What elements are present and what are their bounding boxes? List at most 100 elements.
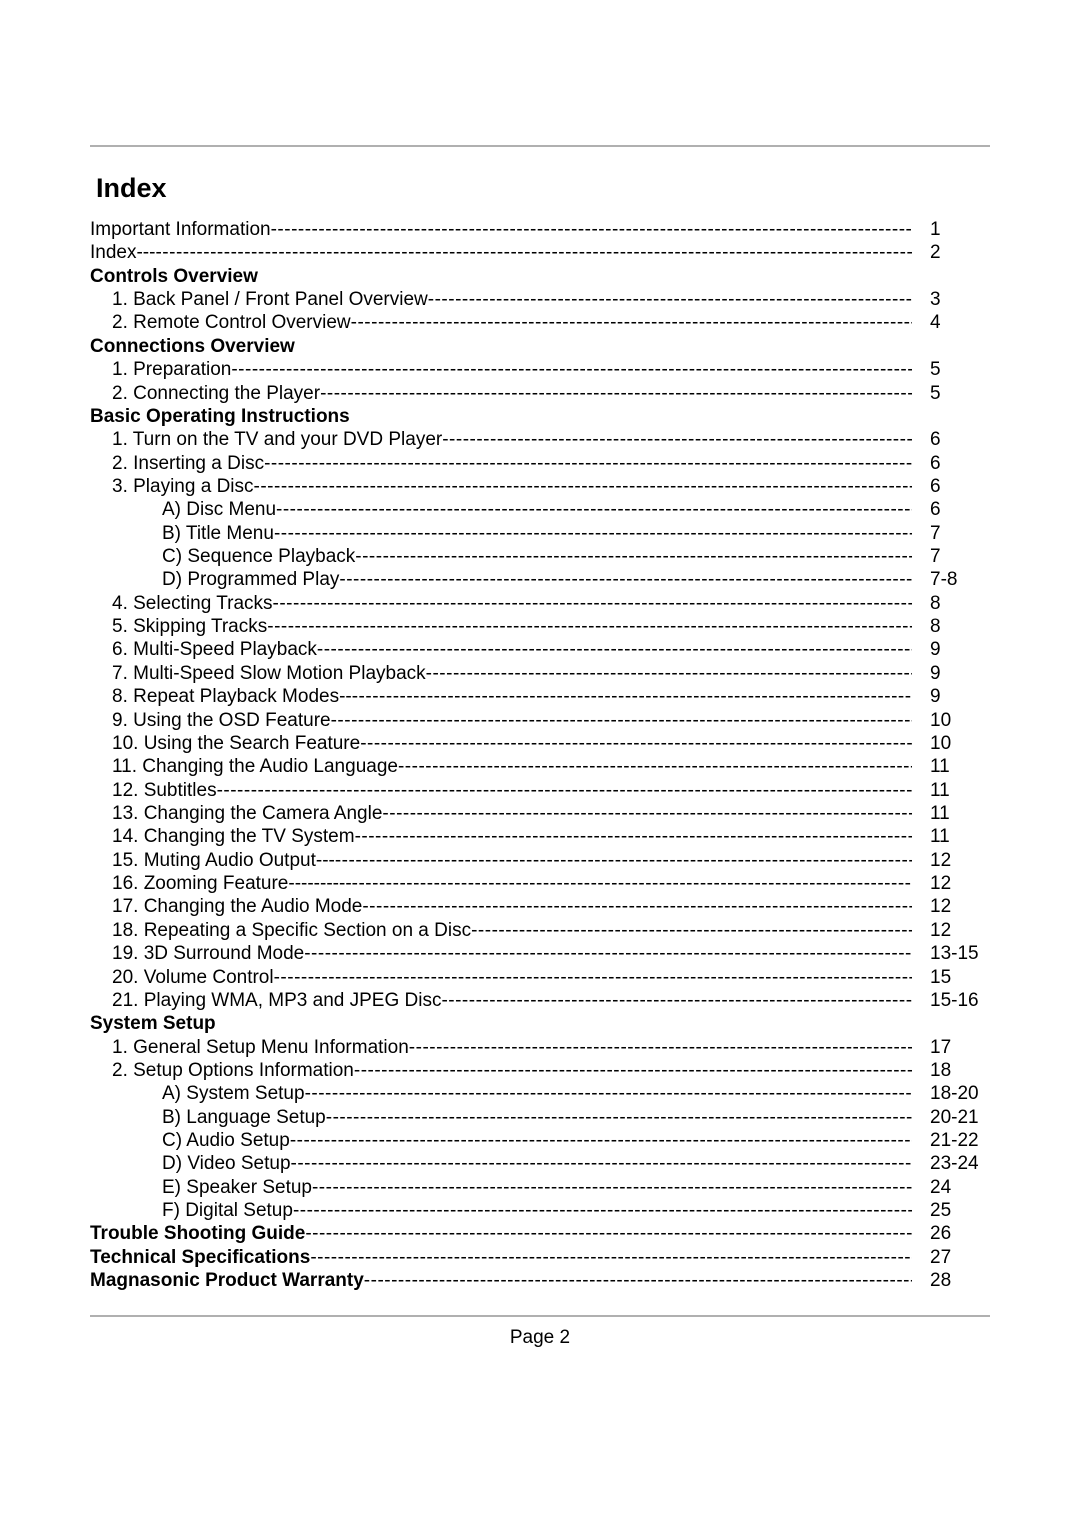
toc-label: 1. General Setup Menu Information (90, 1036, 409, 1059)
toc-label: A) Disc Menu (90, 498, 276, 521)
toc-page: 8 (912, 615, 990, 638)
toc-leader (352, 872, 912, 895)
toc-page: 21-22 (912, 1129, 990, 1152)
toc-page: 28 (912, 1269, 990, 1292)
toc-row: System Setup (90, 1012, 990, 1035)
toc-page: 15 (912, 966, 990, 989)
toc-label: 18. Repeating a Specific Section on a Di… (90, 919, 471, 942)
toc-label: 7. Multi-Speed Slow Motion Playback (90, 662, 426, 685)
toc-label: E) Speaker Setup (90, 1176, 312, 1199)
toc-label: 2. Remote Control Overview (90, 311, 351, 334)
toc-label: 20. Volume Control (90, 966, 274, 989)
toc-label: C) Sequence Playback (90, 545, 355, 568)
toc-page: 11 (912, 802, 990, 825)
toc-page: 11 (912, 779, 990, 802)
toc-label: C) Audio Setup (90, 1129, 290, 1152)
toc-label: 1. Preparation (90, 358, 231, 381)
toc-leader (364, 1269, 912, 1292)
toc-label: 9. Using the OSD Feature (90, 709, 331, 732)
toc-row: C) Sequence Playback7 (90, 545, 990, 568)
toc-row: F) Digital Setup 25 (90, 1199, 990, 1222)
toc-leader (155, 241, 912, 264)
toc-page: 25 (912, 1199, 990, 1222)
toc-row: Important Information 1 (90, 218, 990, 241)
toc-page: 6 (912, 428, 990, 451)
toc-row: Technical Specifications 27 (90, 1246, 990, 1269)
toc-label: 10. Using the Search Feature (90, 732, 360, 755)
toc-row: 12. Subtitles 11 (90, 779, 990, 802)
toc-row: 19. 3D Surround Mode 13-15 (90, 942, 990, 965)
toc-page: 3 (912, 288, 990, 311)
toc-leader (335, 849, 912, 872)
toc-label: 3. Playing a Disc (90, 475, 254, 498)
toc-row: C) Audio Setup 21-22 (90, 1129, 990, 1152)
toc-label: Magnasonic Product Warranty (90, 1269, 364, 1292)
toc-leader (293, 1199, 912, 1222)
toc-leader (428, 288, 912, 311)
toc-leader (352, 685, 912, 708)
toc-leader (426, 662, 912, 685)
toc-page: 5 (912, 382, 990, 405)
toc-page: 13-15 (912, 942, 990, 965)
toc-row: Index--- 2 (90, 241, 990, 264)
toc-label: Index--- (90, 241, 155, 264)
toc-leader (276, 498, 912, 521)
toc-label: 21. Playing WMA, MP3 and JPEG Disc (90, 989, 441, 1012)
toc-label: A) System Setup (90, 1082, 305, 1105)
toc-page: 9 (912, 685, 990, 708)
toc-page: 12 (912, 849, 990, 872)
toc-label: Trouble Shooting Guide (90, 1222, 305, 1245)
toc-row: Controls Overview (90, 265, 990, 288)
toc-page: 1 (912, 218, 990, 241)
document-page: Index Important Information 1Index--- 2C… (0, 0, 1080, 1525)
toc-label: 14. Changing the TV System (90, 825, 355, 848)
table-of-contents: Important Information 1Index--- 2Control… (90, 218, 990, 1293)
toc-page: 9 (912, 662, 990, 685)
toc-page: 12 (912, 919, 990, 942)
toc-leader (398, 755, 912, 778)
toc-page: 27 (912, 1246, 990, 1269)
toc-row: 2. Connecting the Player5 (90, 382, 990, 405)
toc-row: 9. Using the OSD Feature 10 (90, 709, 990, 732)
toc-leader (360, 732, 912, 755)
toc-page: 2 (912, 241, 990, 264)
toc-page: 7-8 (912, 568, 990, 591)
toc-label: 15. Muting Audio Output--- (90, 849, 335, 872)
toc-leader (305, 1222, 912, 1245)
toc-leader (273, 592, 912, 615)
toc-label: 2. Inserting a Disc (90, 452, 264, 475)
toc-label: 12. Subtitles (90, 779, 217, 802)
toc-leader (231, 358, 912, 381)
toc-label: 1. Turn on the TV and your DVD Player (90, 428, 442, 451)
toc-row: 1. Turn on the TV and your DVD Player 6 (90, 428, 990, 451)
toc-page: 12 (912, 895, 990, 918)
toc-page: 17 (912, 1036, 990, 1059)
toc-page: 18 (912, 1059, 990, 1082)
toc-leader (267, 615, 912, 638)
toc-label: B) Title Menu (90, 522, 274, 545)
toc-row: Trouble Shooting Guide 26 (90, 1222, 990, 1245)
toc-label: 4. Selecting Tracks (90, 592, 273, 615)
toc-leader (441, 989, 912, 1012)
toc-label: 11. Changing the Audio Language (90, 755, 398, 778)
toc-page: 26 (912, 1222, 990, 1245)
toc-leader (254, 475, 912, 498)
toc-row: 20. Volume Control 15 (90, 966, 990, 989)
toc-leader (382, 802, 912, 825)
toc-label: Basic Operating Instructions (90, 405, 350, 428)
toc-label: D) Video Setup (90, 1152, 291, 1175)
toc-row: 21. Playing WMA, MP3 and JPEG Disc 15-16 (90, 989, 990, 1012)
toc-leader (291, 1152, 912, 1175)
toc-page: 23-24 (912, 1152, 990, 1175)
toc-leader (305, 1082, 912, 1105)
toc-row: 10. Using the Search Feature 10 (90, 732, 990, 755)
toc-row: E) Speaker Setup 24 (90, 1176, 990, 1199)
toc-page: 6 (912, 498, 990, 521)
toc-page: 10 (912, 709, 990, 732)
toc-label: 16. Zooming Feature---------- (90, 872, 352, 895)
toc-leader (355, 825, 912, 848)
toc-row: 17. Changing the Audio Mode12 (90, 895, 990, 918)
toc-leader (442, 428, 912, 451)
toc-row: 6. Multi-Speed Playback 9 (90, 638, 990, 661)
toc-label: 6. Multi-Speed Playback (90, 638, 317, 661)
